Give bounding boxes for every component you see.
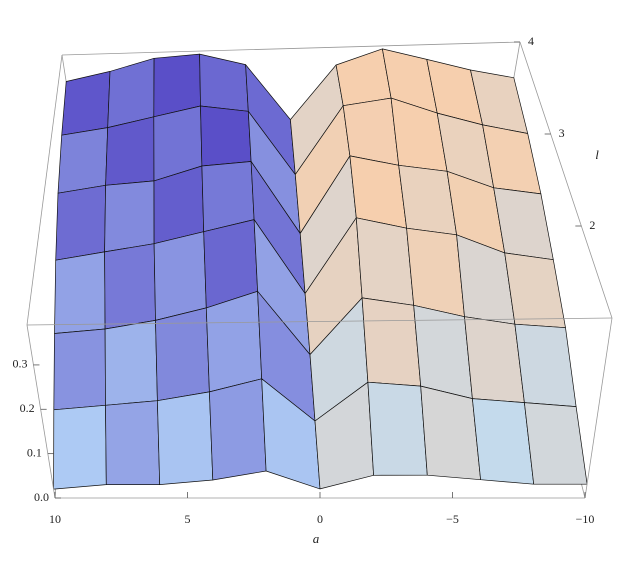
surface-patch <box>153 231 207 321</box>
surface-patch <box>413 304 473 399</box>
box-edge <box>26 317 613 326</box>
x-tick-label: −10 <box>576 512 595 526</box>
surface-patch <box>504 252 566 329</box>
surface-patch <box>104 180 155 253</box>
box-edge <box>584 317 613 499</box>
z-tick-label: 0.1 <box>27 445 42 459</box>
surface-patch <box>104 243 156 330</box>
z-tick-label: 0.2 <box>20 401 35 415</box>
surface-patch <box>342 97 400 166</box>
x-tick-label: 5 <box>185 512 191 526</box>
x-tick-label: 0 <box>317 512 323 526</box>
surface-patch <box>420 385 481 481</box>
surface-patch <box>55 184 106 261</box>
surface-patch <box>355 217 415 306</box>
box-edge <box>61 41 521 56</box>
surface-patch <box>349 155 407 229</box>
box-edge <box>519 41 613 319</box>
surface-patch <box>155 307 210 402</box>
surface-patch <box>335 48 392 107</box>
surface-patch <box>54 251 106 334</box>
surface-patch <box>524 402 588 485</box>
box-front: 0.0 0.1 0.2 0.3 10 5 0 −5 −10 2 3 4 <box>12 34 613 526</box>
y-tick-label: 4 <box>528 34 534 48</box>
surface-patch <box>514 323 577 407</box>
surface-patch <box>205 290 263 393</box>
surface-patch <box>105 400 161 485</box>
surface-patch <box>406 227 465 318</box>
surface-patch <box>53 328 106 411</box>
surface-patch <box>157 391 214 485</box>
surface-patch <box>104 320 158 406</box>
surface <box>53 48 588 490</box>
surface-patch <box>209 378 267 481</box>
surface-patch <box>367 381 428 476</box>
y-tick-label: 2 <box>589 218 595 232</box>
y-tick-label: 3 <box>559 126 565 140</box>
box-edge <box>26 324 56 499</box>
x-tick-label: 10 <box>49 512 61 526</box>
surface-patch <box>200 105 252 167</box>
surface-patch <box>199 53 249 112</box>
box-edge <box>26 54 63 326</box>
surface-patch <box>61 71 111 136</box>
y-axis-label: l <box>595 147 599 162</box>
x-tick-label: −5 <box>446 512 459 526</box>
surface-patch <box>361 297 422 387</box>
x-axis-label: a <box>313 531 320 546</box>
surface-patch <box>105 116 155 186</box>
surface-patch <box>107 57 155 128</box>
surface-patch <box>472 398 535 485</box>
z-tick-label: 0.3 <box>12 357 27 371</box>
z-tick-label: 0.0 <box>34 490 49 504</box>
surface-patch <box>53 404 107 490</box>
surface-patch <box>57 127 109 194</box>
